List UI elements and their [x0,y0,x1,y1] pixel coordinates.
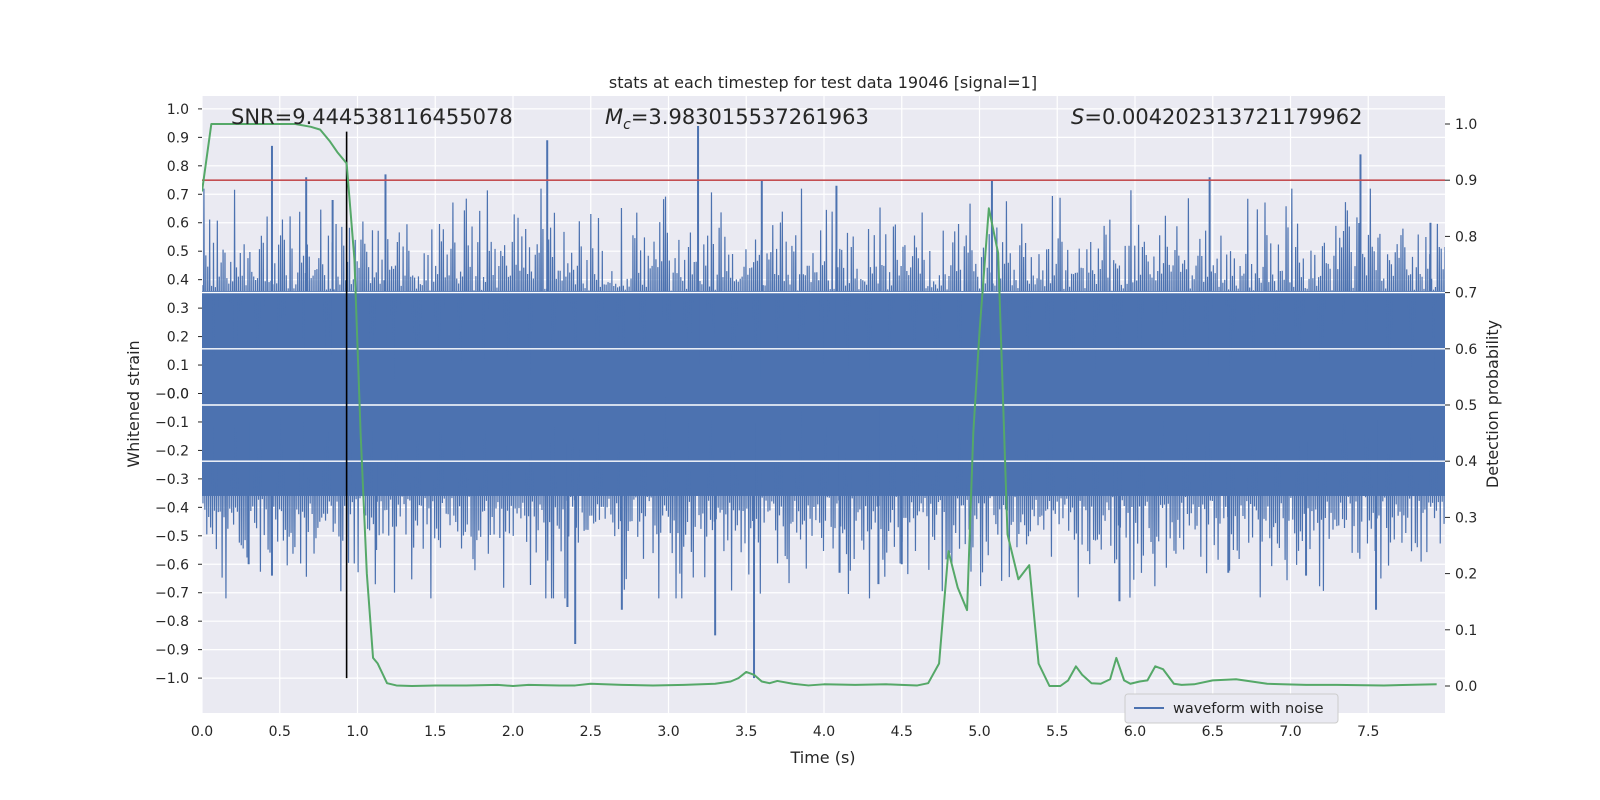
legend-label-waveform: waveform with noise [1173,701,1324,717]
left-tick-label: −0.9 [155,643,189,659]
waveform-line [202,188,1445,599]
x-tick-label: 2.0 [502,724,524,740]
right-tick-label: 0.9 [1455,173,1477,189]
left-tick-label: 0.1 [167,358,189,374]
snr-annotation: SNR=9.444538116455078 [231,105,513,129]
right-tick-label: 0.0 [1455,679,1477,695]
left-tick-label: −1.0 [155,671,189,687]
right-axis-ticks: 1.0 0.9 0.8 0.7 0.6 0.5 0.4 0.3 0.2 0.1 0.0 [1445,117,1477,695]
left-tick-label: 0.3 [167,301,189,317]
right-tick-label: 0.2 [1455,567,1477,583]
x-tick-label: 3.5 [735,724,757,740]
x-tick-label: 5.5 [1046,724,1068,740]
x-tick-label: 1.0 [346,724,368,740]
right-tick-label: 1.0 [1455,117,1477,133]
chirp-mass-annotation: Mc=3.983015537261963 [605,105,869,133]
x-tick-label: 5.0 [968,724,990,740]
x-tick-label: 3.0 [657,724,679,740]
x-tick-label: 7.0 [1279,724,1301,740]
x-tick-label: 2.5 [580,724,602,740]
left-tick-label: 0.4 [167,273,189,289]
right-tick-label: 0.1 [1455,623,1477,639]
left-axis-ticks: 1.0 0.9 0.8 0.7 0.6 0.5 0.4 0.3 0.2 0.1 0.0−0.0 −0.… [155,102,202,687]
left-tick-label: −0.8 [155,614,189,630]
left-tick-label: 0.0 [167,387,189,403]
x-tick-label: 0.5 [269,724,291,740]
left-tick-label: −0.7 [155,586,189,602]
left-tick-label: 0.7 [167,187,189,203]
left-tick-label: −0.4 [155,500,189,516]
right-tick-label: 0.6 [1455,342,1477,358]
x-tick-label: 1.5 [424,724,446,740]
left-tick-label: 0.2 [167,330,189,346]
left-tick-label: 0.9 [167,130,189,146]
left-tick-label: 0.5 [167,244,189,260]
legend-box [1124,693,1339,724]
right-tick-label: 0.7 [1455,286,1477,302]
left-tick-label: −0.2 [155,443,189,459]
left-tick-label: −0.3 [155,472,189,488]
y-axis-label-right: Detection probability [1483,320,1502,488]
right-tick-label: 0.4 [1455,454,1477,470]
y-axis-label-left: Whitened strain [124,340,143,467]
x-axis-label: Time (s) [789,748,855,767]
legend: waveform with noise [1124,693,1339,724]
right-tick-label: 0.5 [1455,398,1477,414]
left-tick-label: −0.5 [155,529,189,545]
s-symbol: S [1071,105,1084,129]
right-tick-label: 0.3 [1455,510,1477,526]
s-annotation: S=0.004202313721179962 [1071,105,1362,129]
detection-probability-line [202,123,1437,687]
left-tick-label: −0.6 [155,557,189,573]
detection-probability-series [202,123,1437,687]
s-value: =0.004202313721179962 [1084,105,1362,129]
chirp-mass-symbol: M [605,105,623,129]
chart-title: stats at each timestep for test data 190… [609,73,1037,92]
chirp-mass-value: =3.983015537261963 [631,105,869,129]
x-axis-ticks: 0.0 0.5 1.0 1.5 2.0 2.5 3.0 3.5 4.0 4.5 5.0 5.5 6.0 6… [191,724,1380,740]
x-tick-label: 4.5 [891,724,913,740]
threshold-lines [202,131,1445,679]
chirp-mass-subscript: c [623,117,631,133]
right-tick-label: 0.8 [1455,229,1477,245]
x-tick-label: 6.0 [1124,724,1146,740]
x-tick-label: 4.0 [813,724,835,740]
x-tick-label: 6.5 [1202,724,1224,740]
left-tick-label: 1.0 [167,102,189,118]
x-tick-label: 0.0 [191,724,213,740]
x-tick-label: 7.5 [1357,724,1379,740]
left-tick-label: 0.6 [167,216,189,232]
left-tick-label: −0.1 [155,415,189,431]
left-tick-label: 0.8 [167,159,189,175]
left-tick-label: −0.0 [155,387,189,403]
